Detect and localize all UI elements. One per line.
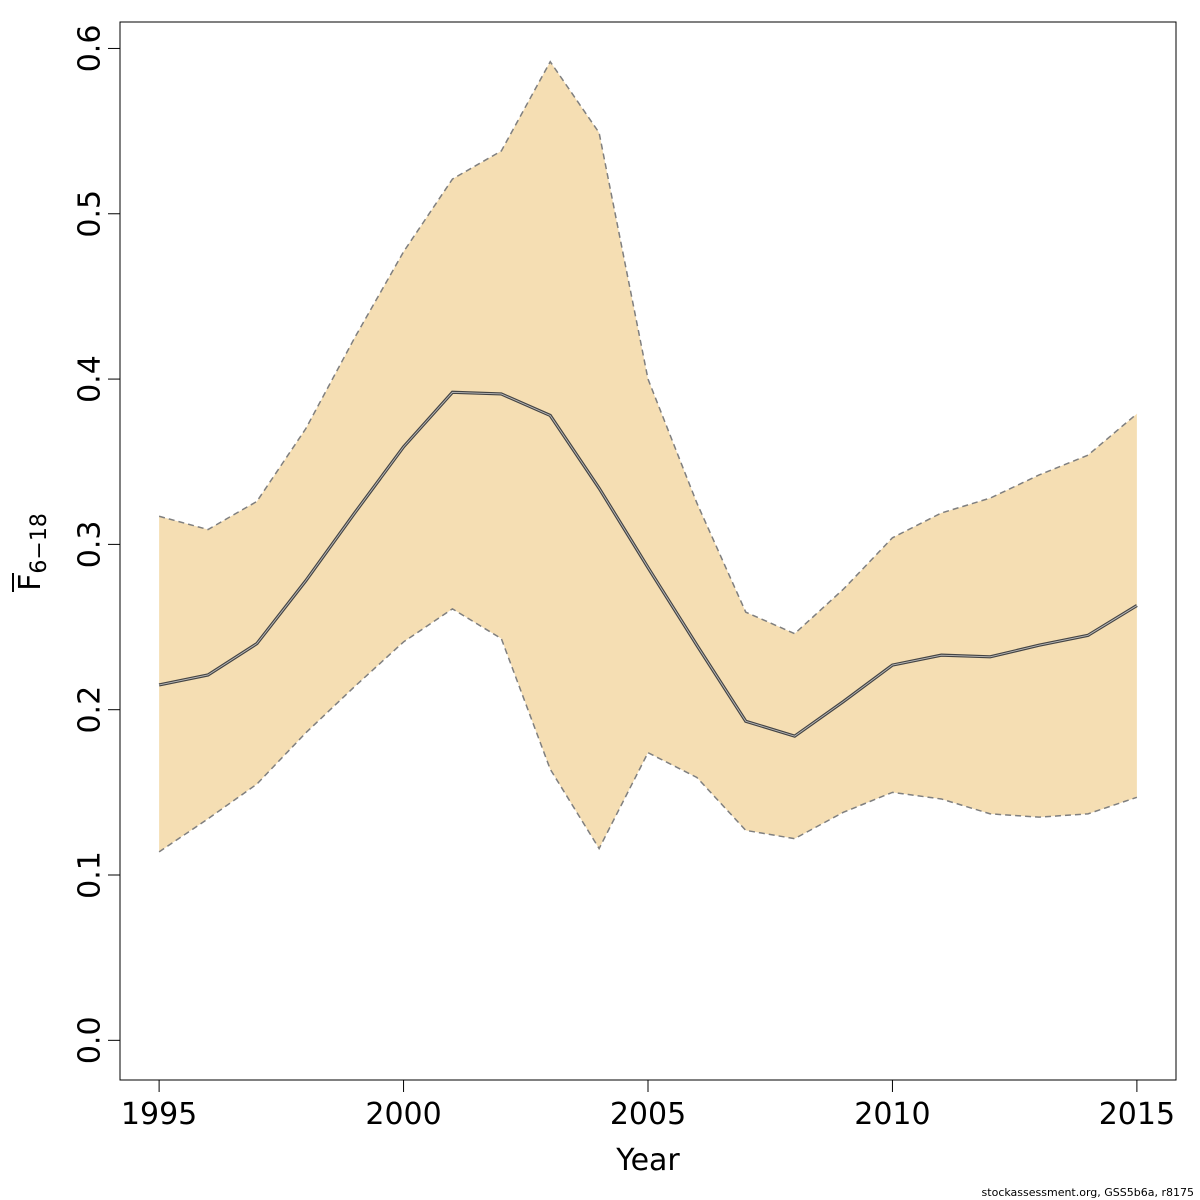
y-tick-label: 0.2 — [73, 686, 108, 734]
y-axis-title-subscript: 6−18 — [27, 513, 52, 573]
upper-bound-line — [158, 60, 1138, 635]
estimate-line-layer — [158, 390, 1138, 738]
y-axis-title-main: F — [13, 574, 48, 591]
confidence-band — [159, 61, 1137, 852]
y-tick-label: 0.6 — [73, 25, 108, 73]
y-axis: 0.0 0.1 0.2 0.3 0.4 0.5 0.6 — [73, 25, 121, 1064]
y-tick-label: 0.4 — [73, 355, 108, 403]
x-tick-label: 2000 — [365, 1097, 441, 1132]
x-tick-label: 2015 — [1099, 1097, 1175, 1132]
x-tick-label: 1995 — [121, 1097, 197, 1132]
y-tick-label: 0.1 — [73, 851, 108, 899]
x-axis: 1995 2000 2005 2010 2015 — [121, 1079, 1175, 1132]
confidence-band-layer — [158, 60, 1138, 853]
y-tick-label: 0.3 — [73, 521, 108, 569]
x-axis-title: Year — [615, 1143, 680, 1178]
y-tick-label: 0.5 — [73, 190, 108, 238]
y-axis-title: F6−18 — [12, 513, 52, 592]
lower-bound-line — [158, 607, 1138, 853]
credit-text: stockassessment.org, GSS5b6a, r8175 — [982, 1186, 1194, 1199]
svg-text:F6−18: F6−18 — [13, 513, 52, 591]
x-tick-label: 2005 — [610, 1097, 686, 1132]
y-tick-label: 0.0 — [73, 1016, 108, 1064]
x-tick-label: 2010 — [854, 1097, 930, 1132]
estimate-line-highlight — [159, 391, 1138, 737]
